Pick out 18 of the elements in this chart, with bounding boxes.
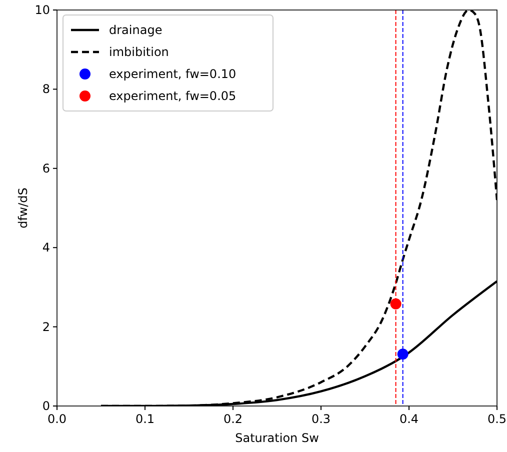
x-tick-label: 0.3 (311, 412, 331, 426)
legend-label: experiment, fw=0.05 (109, 89, 236, 103)
y-tick-label: 6 (42, 161, 50, 176)
y-tick-label: 8 (42, 82, 50, 96)
legend-label: drainage (109, 23, 162, 37)
x-tick-label: 0.5 (487, 412, 507, 426)
x-tick-label: 0.0 (47, 412, 67, 426)
y-tick-label: 4 (42, 240, 50, 255)
x-tick-label: 0.4 (399, 412, 419, 426)
y-tick-label: 0 (42, 399, 50, 413)
y-tick-label: 2 (42, 320, 50, 334)
x-tick-label: 0.1 (135, 412, 155, 426)
legend-label: experiment, fw=0.10 (109, 67, 236, 81)
y-axis-title: dfw/dS (16, 188, 30, 228)
x-tick-label: 0.2 (223, 412, 243, 426)
legend-label: imbibition (109, 45, 169, 59)
x-axis-title: Saturation Sw (235, 431, 320, 445)
y-tick-label: 10 (34, 3, 50, 17)
